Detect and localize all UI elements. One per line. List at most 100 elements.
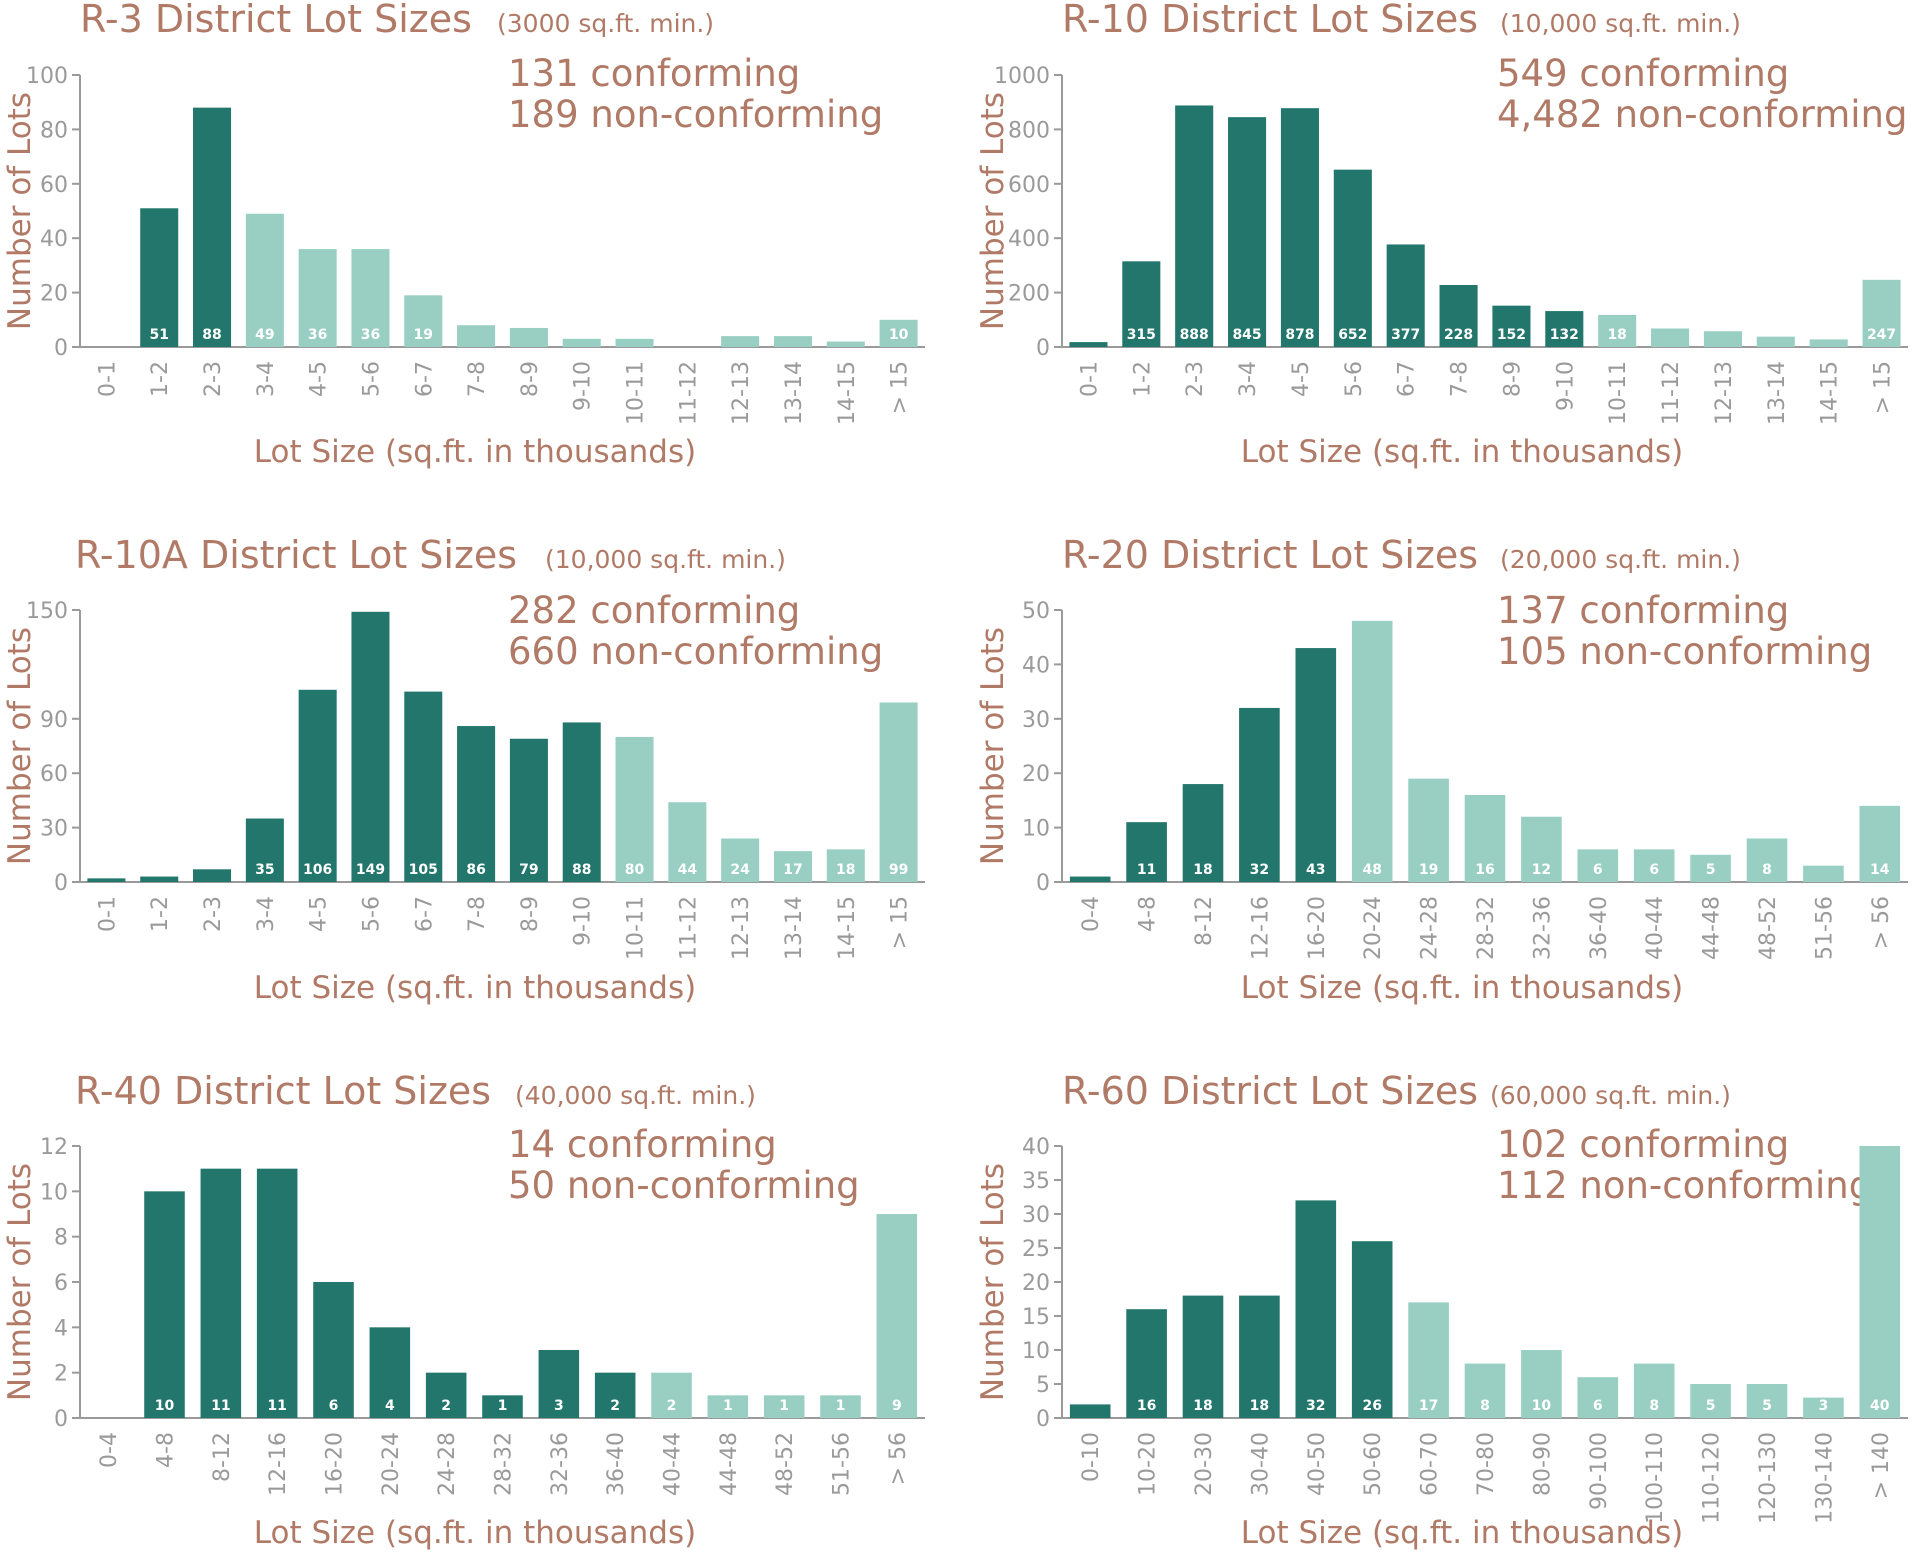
y-tick-label: 0 [54,1407,68,1432]
x-tick-label: 4-5 [307,361,332,397]
y-tick-label: 600 [1008,173,1050,198]
x-tick-label: 5-6 [359,896,384,932]
bar [313,1282,354,1418]
bar-value-label: 48 [1362,862,1381,878]
bar-value-label: 888 [1180,327,1209,343]
chart-subtitle: (60,000 sq.ft. min.) [1490,1081,1731,1110]
bar [1351,620,1393,882]
bar [1408,778,1449,882]
y-tick-label: 12 [40,1135,68,1160]
bar [1333,169,1372,347]
bar-value-label: 149 [356,862,385,878]
chart-title: R-20 District Lot Sizes [1062,533,1478,577]
bar-value-label: 878 [1285,327,1314,343]
y-tick-label: 35 [1022,1169,1050,1194]
x-tick-label: 51-56 [1812,896,1837,960]
chart-panel: R-10A District Lot Sizes (10,000 sq.ft. m… [2,533,925,1006]
x-tick-label: 12-13 [1712,361,1737,425]
x-tick-label: 28-32 [492,1432,517,1496]
bar-value-label: 5 [1706,862,1716,878]
y-tick-label: 5 [1036,1373,1050,1398]
x-tick-label: 7-8 [465,896,490,932]
bar-value-label: 1 [498,1398,508,1414]
bar-value-label: 32 [1250,862,1269,878]
x-tick-label: 2-3 [1183,361,1208,397]
x-tick-label: 9-10 [571,896,596,946]
bar [144,1191,185,1418]
y-tick-label: 0 [1036,336,1050,361]
x-tick-label: 13-14 [1765,361,1790,425]
bar [1633,1363,1675,1418]
bar [879,702,918,882]
bar [1069,876,1111,882]
nonconforming-count: 105 non-conforming [1497,630,1872,673]
x-tick-label: 8-12 [1192,896,1217,946]
bar-value-label: 3 [1819,1398,1829,1414]
y-tick-label: 8 [54,1226,68,1251]
x-tick-label: 2-3 [201,896,226,932]
x-tick-label: 12-13 [729,361,754,425]
x-tick-label: 10-20 [1136,1432,1161,1496]
bar [509,327,548,347]
y-tick-label: 400 [1008,227,1050,252]
x-tick-label: 3-4 [1236,361,1261,397]
bar-value-label: 11 [211,1398,230,1414]
bar-value-label: 6 [1593,1398,1603,1414]
bar-value-label: 2 [610,1398,620,1414]
x-axis-label: Lot Size (sq.ft. in thousands) [254,970,696,1006]
y-axis-label: Number of Lots [2,92,38,330]
bar [826,849,865,882]
x-tick-label: 0-4 [1079,896,1104,932]
bar [457,325,496,347]
bar [594,1372,636,1418]
bar-value-label: 49 [255,327,274,343]
bar-value-label: 88 [202,327,221,343]
bar [1175,105,1214,348]
bar [538,1350,580,1418]
x-tick-label: 10-11 [1606,361,1631,425]
chart-subtitle: (10,000 sq.ft. min.) [1500,9,1741,38]
y-tick-label: 200 [1008,282,1050,307]
x-tick-label: 1-2 [148,896,173,932]
bar-value-label: 18 [1607,327,1626,343]
bar-value-label: 44 [678,862,698,878]
bar-value-label: 80 [625,862,645,878]
y-axis-label: Number of Lots [2,1163,38,1401]
x-tick-label: 40-44 [661,1432,686,1496]
bar [668,802,707,882]
bar [1690,1384,1731,1418]
x-tick-label: 51-56 [830,1432,855,1496]
y-tick-label: 10 [1022,817,1050,842]
y-axis-label: Number of Lots [975,627,1011,865]
bar [1521,816,1562,882]
bar [369,1327,411,1418]
bar [1439,284,1478,347]
y-tick-label: 10 [40,1180,68,1205]
x-tick-label: 80-90 [1530,1432,1555,1496]
y-tick-label: 1000 [994,64,1050,89]
chart-panel: R-20 District Lot Sizes (20,000 sq.ft. mi… [975,533,1908,1006]
bar-value-label: 1 [836,1398,846,1414]
bar-value-label: 1 [723,1398,733,1414]
bar [404,295,443,347]
x-tick-label: 40-44 [1643,896,1668,960]
x-tick-label: 8-9 [1500,361,1525,397]
bar [1464,1363,1506,1418]
nonconforming-count: 50 non-conforming [508,1164,860,1207]
bar [1239,1295,1280,1418]
bar [562,722,601,882]
bar-value-label: 88 [572,862,591,878]
y-tick-label: 10 [1022,1339,1050,1364]
bar [351,249,390,347]
x-tick-label: 11-12 [676,361,701,425]
y-tick-label: 60 [40,173,68,198]
y-tick-label: 15 [1022,1305,1050,1330]
bar-value-label: 10 [155,1398,175,1414]
bar [721,838,760,882]
bar-value-label: 79 [519,862,538,878]
nonconforming-count: 112 non-conforming [1497,1164,1872,1207]
bar [721,336,760,347]
bar [351,611,390,882]
conforming-count: 137 conforming [1497,589,1789,632]
bar-value-label: 1 [779,1398,789,1414]
